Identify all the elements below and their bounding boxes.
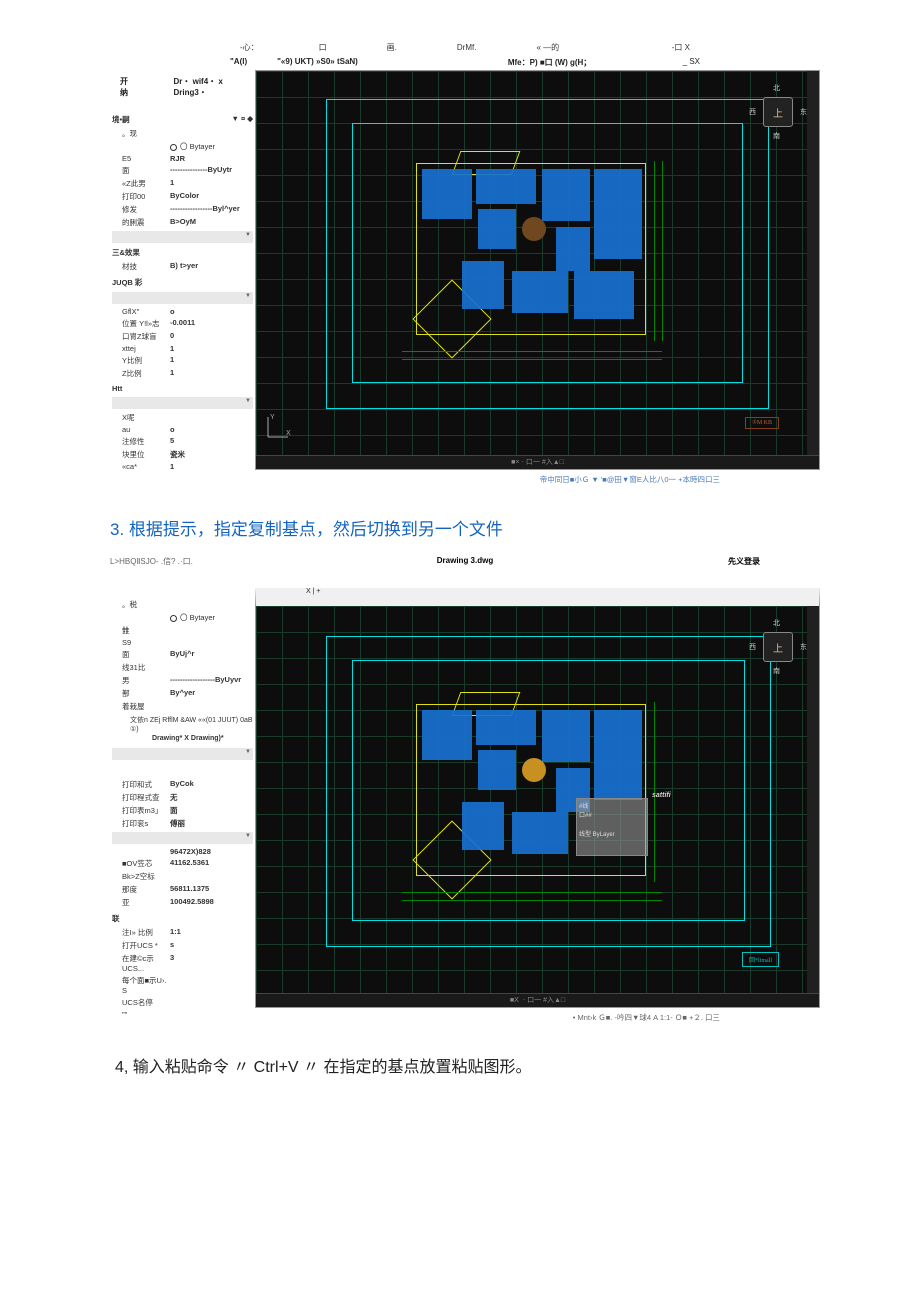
prop-row: 修发-----------------Byl^yer <box>112 203 253 216</box>
prop-row: E5RJR <box>112 153 253 164</box>
scrollbar[interactable] <box>807 606 819 993</box>
prop-row: UCS名停 <box>112 996 253 1009</box>
prop-row: 打印和式ByCok <box>112 778 253 791</box>
prop-row: 96472X)828 <box>112 846 253 857</box>
collapse-bar[interactable] <box>112 748 253 760</box>
prop-row: 亚100492.5898 <box>112 896 253 909</box>
prop-row: 打印衮s傅丽 <box>112 817 253 830</box>
prop-row: 打印表m3」面 <box>112 804 253 817</box>
view-compass[interactable]: 北 东 南 西 上 <box>751 620 805 674</box>
tab-area[interactable]: X | + <box>306 588 320 595</box>
prop-group: Htt <box>112 382 253 395</box>
prop-row: 线31比 <box>112 661 253 674</box>
paste-label: sattifi <box>652 792 671 799</box>
note: Drawing* X Drawing)* <box>112 733 253 746</box>
toolbar-far: _ SX <box>683 57 700 68</box>
prop-row: 打印程式查无 <box>112 791 253 804</box>
collapse-bar[interactable] <box>112 231 253 243</box>
sub-right: Dr・ wif4・ x Dring3・ <box>173 76 245 98</box>
prop-row: Z比例1 <box>112 367 253 380</box>
step-4-text: 4, 输入粘贴命令 〃 Ctrl+V 〃 在指定的基点放置粘贴图形。 <box>115 1053 920 1077</box>
svg-text:X: X <box>286 430 291 437</box>
svg-text:Y: Y <box>270 414 275 421</box>
note: 文依n ZEj RfflM &AW ««(01 JUUT) 0aB ①) <box>112 713 253 733</box>
collapse-bar[interactable] <box>112 832 253 844</box>
prop-row: 在建©c示UCS...3 <box>112 952 253 974</box>
stamp: 回*limall <box>742 952 779 967</box>
prop-group: JUQB 彩 <box>112 275 253 290</box>
prop-row: 男------------------ByUyvr <box>112 674 253 687</box>
statusbar: ■X ㆍ口一 #入▲□ <box>256 993 819 1007</box>
menu-item[interactable]: 画. <box>387 42 397 53</box>
prop-row: 位置 Y!l»志-0.0011 <box>112 317 253 330</box>
drawing-title: Drawing 3.dwg <box>437 556 493 565</box>
toolbar-right: Mfe：P) ■口 (W) g(H； <box>508 57 591 68</box>
toolbar-mid: "«9) UKT) »S0» tSaN) <box>277 57 358 68</box>
prop-row: 打印00ByColor <box>112 190 253 203</box>
prop-row: 打开UCS *s <box>112 939 253 952</box>
prop-row: 面---------------ByUytr <box>112 164 253 177</box>
prop-row: 着栽屋 <box>112 700 253 713</box>
layer-row[interactable]: 〇 Bytayer <box>112 611 253 624</box>
prop-header: 境•嗣 ▼ ¤ ◆ <box>112 112 253 127</box>
prop-row: 注I» 比例1:1 <box>112 926 253 939</box>
prop-row: Bk>Z空标 <box>112 870 253 883</box>
prop-row: auo <box>112 424 253 435</box>
layer-row[interactable]: 〇 Bytayer <box>112 140 253 153</box>
paste-preview-box: #线 口## 线型 ByLayer <box>576 798 648 856</box>
prop-row: 注修性5 <box>112 435 253 448</box>
prop-row: GflX"o <box>112 306 253 317</box>
step-3-title: 3. 根据提示，指定复制基点，然后切换到另一个文件 <box>110 515 920 540</box>
floorplan <box>416 692 646 892</box>
prop-row: "" <box>112 1009 253 1020</box>
screenshot-2: L>HBQⅡSJO- .信? .·口. Drawing 3.dwg 先义登录 。… <box>110 556 820 1023</box>
prop-header: 。税 <box>112 598 253 611</box>
prop-row: 块里位瓷米 <box>112 448 253 461</box>
menubar: -心： 口 画. DrMf. « —的 -口 X <box>110 40 820 55</box>
prop-row: S9 <box>112 637 253 648</box>
menu-item[interactable]: « —的 <box>536 42 559 53</box>
window-controls[interactable]: -口 X <box>672 42 690 53</box>
menu-item[interactable]: -心： <box>240 42 259 53</box>
prop-row: xttej1 <box>112 343 253 354</box>
drawing-canvas-2[interactable]: X | + #线 <box>255 588 820 1008</box>
prop-row: ■OV笠芯41162.5361 <box>112 857 253 870</box>
collapse-bar[interactable] <box>112 292 253 304</box>
scrollbar[interactable] <box>807 71 819 455</box>
login-link[interactable]: 先义登录 <box>728 556 760 567</box>
ucs-icon: YX <box>264 411 294 441</box>
prop-group: 三&效果 <box>112 245 253 260</box>
sub-left: 开纳 <box>120 76 133 98</box>
prop-row: 材技B) t>yer <box>112 260 253 273</box>
prop-row: 每个面■示U›. S <box>112 974 253 996</box>
drawing-canvas[interactable]: 北 东 南 西 上 ®M KB YX ■×ㆍ口一 #入▲□ <box>255 70 820 470</box>
prop-row: 的脷震B>OyM <box>112 216 253 229</box>
prop-row: «ca*1 <box>112 461 253 472</box>
menu-item[interactable]: DrMf. <box>457 43 477 52</box>
title-left: L>HBQⅡSJO- .信? .·口. <box>110 557 193 566</box>
screenshot-1: -心： 口 画. DrMf. « —的 -口 X "A(l) "«9) UKT)… <box>110 40 820 485</box>
properties-panel-2: 。税 〇 Bytayer 雔S9面ByUj^r线31比男------------… <box>110 588 255 1008</box>
stamp: ®M KB <box>745 417 779 429</box>
menu-item[interactable]: 口 <box>319 42 327 53</box>
properties-panel: 开纳 Dr・ wif4・ x Dring3・ 境•嗣 ▼ ¤ ◆ 。现 〇 By… <box>110 70 255 470</box>
prop-row: 那度56811.1375 <box>112 883 253 896</box>
prop-row: «Z此男1 <box>112 177 253 190</box>
prop-row: 口冑Z球盲0 <box>112 330 253 343</box>
prop-row: X呢 <box>112 411 253 424</box>
prop-sub: 。现 <box>112 127 253 140</box>
toolbar: "A(l) "«9) UKT) »S0» tSaN) Mfe：P) ■口 (W)… <box>110 55 820 70</box>
toolbar-left: "A(l) <box>230 57 247 68</box>
prop-group: 联 <box>112 911 253 926</box>
prop-row: Y比例1 <box>112 354 253 367</box>
prop-row: 雔 <box>112 624 253 637</box>
collapse-bar[interactable] <box>112 397 253 409</box>
statusbar: ■×ㆍ口一 #入▲□ <box>256 455 819 469</box>
prop-row: 面ByUj^r <box>112 648 253 661</box>
prop-row: 鄯By^yer <box>112 687 253 700</box>
footer: 帝中同日■小Ｇ ▼ '■@田▼窗E人比八0一 +本時四口三 <box>110 470 820 485</box>
floorplan <box>416 151 646 351</box>
view-compass[interactable]: 北 东 南 西 上 <box>751 85 805 139</box>
